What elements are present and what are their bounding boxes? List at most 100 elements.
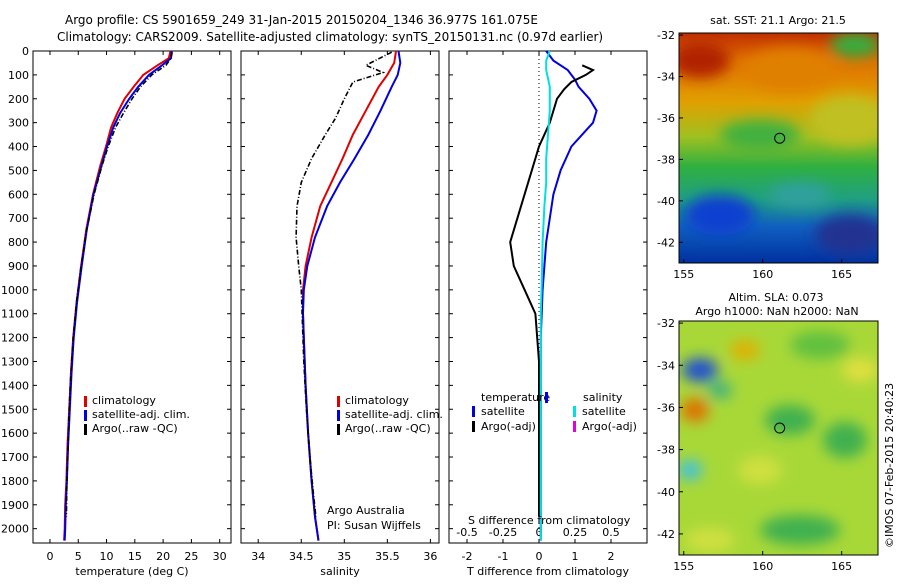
x-tick-label: 20: [156, 550, 170, 563]
x-axis-label: temperature (deg C): [75, 565, 188, 578]
legend-title-temperature: temperature: [481, 391, 550, 404]
header-line-1: Argo profile: CS 5901659_249 31-Jan-2015…: [65, 13, 538, 27]
y-tick-label: 700: [8, 212, 29, 225]
top-tick-label: -0.5: [456, 526, 477, 539]
salinity-panel: 34 34.5 35 35.5 36 salinity: [240, 50, 440, 578]
y-tick-label: 1500: [1, 403, 29, 416]
sla-map-axes: 155 160 165 -32 -34 -36 -38 -40 -42: [657, 317, 852, 573]
legend-swatch-argo: [337, 424, 340, 435]
legend-swatch-sal-satellite: [573, 406, 576, 417]
y-tick-label: 900: [8, 260, 29, 273]
s-difference-label: S difference from climatology: [468, 514, 631, 527]
y-tick-label: 1800: [1, 475, 29, 488]
plot-frame: [240, 50, 440, 544]
sst-map: sat. SST: 21.1 Argo: 21.5 155 160 165 -32 -3…: [657, 14, 879, 281]
credit-text: ©IMOS 07-Feb-2015 20:40:23: [883, 383, 896, 548]
sla-map-title-1: Altim. SLA: 0.073: [728, 291, 823, 304]
x-tick-label: 25: [184, 550, 198, 563]
legend-label-argo: Argo(..raw -QC): [92, 422, 178, 435]
top-tick-label: 0: [536, 526, 543, 539]
annotation-argo-australia: Argo Australia: [327, 504, 405, 517]
legend-swatch-satellite: [337, 410, 340, 421]
map-y-tick-label: -32: [657, 317, 675, 330]
legend-label-temp-argo: Argo(-adj): [481, 420, 536, 433]
x-tick-label: 1: [572, 550, 579, 563]
argo-position-marker: [774, 132, 786, 144]
map-y-tick-label: -36: [657, 112, 675, 125]
legend-label-sal-satellite: satellite: [582, 405, 626, 418]
legend-swatch-climatology: [84, 396, 87, 407]
map-y-tick-label: -34: [657, 71, 675, 84]
x-tick-label: 30: [213, 550, 227, 563]
x-tick-label: 34: [251, 550, 265, 563]
y-tick-label: 1200: [1, 332, 29, 345]
map-x-tick-label: 165: [831, 560, 852, 573]
x-tick-label: 35.5: [375, 550, 400, 563]
sla-map: Altim. SLA: 0.073 Argo h1000: NaN h2000:…: [657, 291, 879, 573]
map-y-tick-label: -32: [657, 29, 675, 42]
legend-label-argo: Argo(..raw -QC): [345, 422, 431, 435]
x-tick-label: 0: [46, 550, 53, 563]
map-y-tick-label: -34: [657, 359, 675, 372]
legend-swatch-sal-argo: [573, 421, 576, 432]
x-tick-label: 15: [128, 550, 142, 563]
map-x-tick-label: 155: [673, 268, 694, 281]
y-tick-label: 0: [22, 45, 29, 58]
map-x-tick-label: 160: [752, 268, 773, 281]
map-x-tick-label: 160: [752, 560, 773, 573]
legend-label-temp-satellite: satellite: [481, 405, 525, 418]
legend-label-climatology: climatology: [92, 394, 156, 407]
map-x-tick-label: 165: [831, 268, 852, 281]
x-tick-label: 0: [536, 550, 543, 563]
legend-swatch-climatology: [337, 396, 340, 407]
annotation-pi: PI: Susan Wijffels: [327, 519, 421, 532]
x-tick-label: -2: [462, 550, 473, 563]
y-tick-label: 1000: [1, 284, 29, 297]
x-tick-label: -1: [498, 550, 509, 563]
map-y-tick-label: -40: [657, 486, 675, 499]
map-y-tick-label: -42: [657, 528, 675, 541]
y-tick-label: 400: [8, 141, 29, 154]
x-tick-label: 36: [423, 550, 437, 563]
sst-map-frame: [678, 32, 879, 264]
plot-frame: [32, 50, 232, 544]
top-tick-label: -0.25: [489, 526, 517, 539]
top-tick-label: 0.25: [563, 526, 588, 539]
map-x-tick-label: 155: [673, 560, 694, 573]
top-tick-label: 0.5: [602, 526, 620, 539]
y-tick-label: 1300: [1, 355, 29, 368]
y-tick-label: 300: [8, 117, 29, 130]
map-y-tick-label: -42: [657, 236, 675, 249]
legend-label-satellite: satellite-adj. clim.: [92, 408, 190, 421]
sla-map-frame: [678, 320, 879, 556]
map-y-tick-label: -38: [657, 444, 675, 457]
temperature-legend: climatology satellite-adj. clim. Argo(..…: [84, 394, 190, 435]
legend-label-climatology: climatology: [345, 394, 409, 407]
x-axis-label: T difference from climatology: [466, 565, 629, 578]
y-tick-label: 1400: [1, 379, 29, 392]
x-axis-label: salinity: [320, 565, 360, 578]
legend-swatch-temp-satellite: [472, 406, 475, 417]
y-tick-label: 200: [8, 93, 29, 106]
legend-swatch-satellite: [84, 410, 87, 421]
map-y-tick-label: -38: [657, 153, 675, 166]
series-line: [539, 50, 551, 541]
sst-map-title: sat. SST: 21.1 Argo: 21.5: [710, 14, 846, 27]
y-tick-label: 1600: [1, 427, 29, 440]
temperature-panel: 0 5 10 15 20 25 30 temperature (deg C) 0 100 200 30…: [1, 45, 232, 578]
legend-swatch-temp-satellite-cap: [545, 392, 548, 403]
sla-map-title-2: Argo h1000: NaN h2000: NaN: [695, 305, 858, 318]
sst-map-axes: 155 160 165 -32 -34 -36 -38 -40 -42: [657, 29, 852, 281]
y-tick-label: 1700: [1, 451, 29, 464]
x-tick-label: 2: [608, 550, 615, 563]
legend-swatch-argo: [84, 424, 87, 435]
legend-swatch-temp-argo: [472, 421, 475, 432]
x-tick-label: 35: [337, 550, 351, 563]
legend-label-satellite: satellite-adj. clim.: [345, 408, 443, 421]
x-tick-label: 34.5: [289, 550, 314, 563]
salinity-legend: climatology satellite-adj. clim. Argo(..…: [327, 394, 443, 532]
x-tick-label: 10: [100, 550, 114, 563]
header-line-2: Climatology: CARS2009. Satellite-adjuste…: [57, 30, 603, 44]
